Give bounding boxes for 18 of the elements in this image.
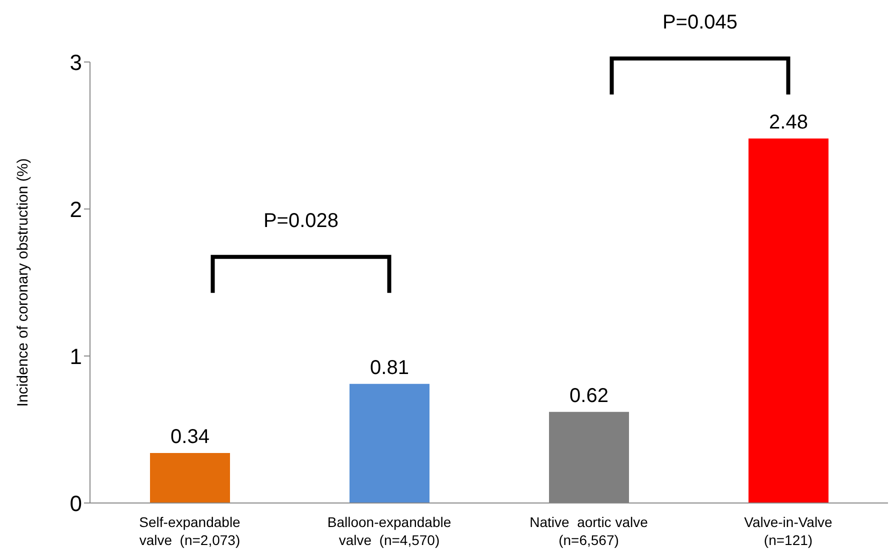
annotation: P=0.028: [263, 210, 339, 232]
x-tick-label: Balloon-expandable valve (n=4,570): [327, 514, 452, 548]
text: P=0.045: [662, 11, 738, 34]
bar: [150, 453, 230, 503]
data-label: 0.34: [170, 426, 210, 448]
x-tick-label: Native aortic valve (n=6,567): [530, 514, 648, 548]
bar: [748, 138, 828, 503]
data-label: 2.48: [769, 111, 808, 134]
x-tick-label: Valve-in-Valve (n=121): [744, 514, 833, 548]
y-axis-title: Incidence of coronary obstruction (%): [14, 158, 32, 407]
y-tick-label: 2: [70, 196, 82, 222]
bar: [350, 384, 430, 503]
y-tick-label: 1: [70, 344, 82, 369]
x-tick-label: Self-expandable valve (n=2,073): [139, 514, 241, 548]
data-label: 0.81: [370, 356, 409, 379]
y-tick-label: 3: [70, 50, 82, 75]
y-tick-label: 0: [70, 490, 82, 516]
data-label: 0.62: [570, 384, 608, 407]
